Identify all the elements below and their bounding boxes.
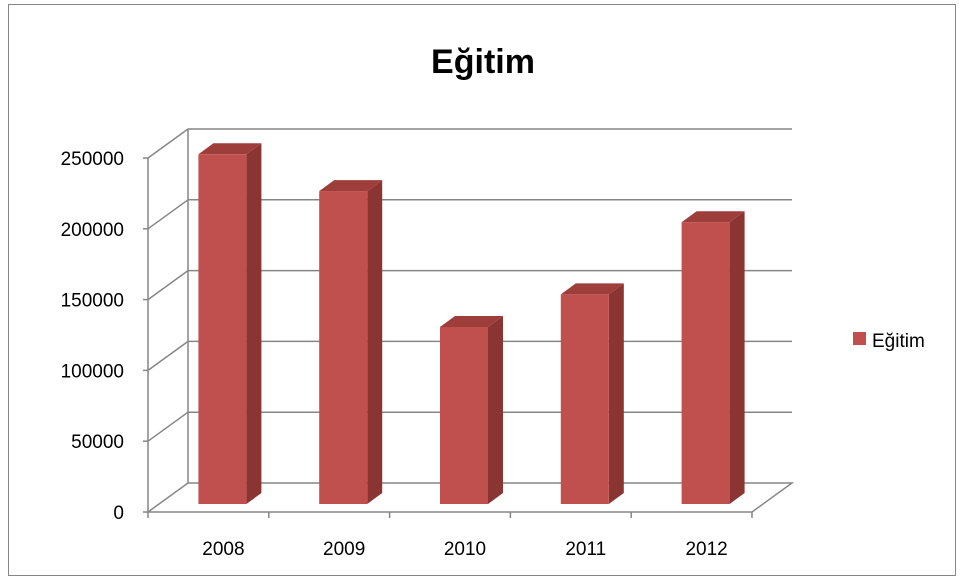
bar <box>440 327 488 504</box>
bar-top <box>440 316 503 327</box>
x-tick-label: 2011 <box>565 539 606 560</box>
x-tick-label: 2012 <box>685 539 727 560</box>
floor <box>145 482 795 513</box>
bar-side <box>488 316 503 504</box>
x-tick-label: 2010 <box>444 539 486 560</box>
gridline-wall <box>147 128 189 159</box>
bar-top <box>319 180 383 192</box>
bar <box>319 191 368 504</box>
bar <box>681 222 730 504</box>
y-tick-label: 50000 <box>71 432 124 453</box>
chart-title: Eğitim <box>431 43 535 81</box>
x-tick-label: 2009 <box>323 539 365 560</box>
x-tick-label: 2008 <box>202 539 244 560</box>
y-tick-label: 200000 <box>61 220 124 241</box>
gridline-wall <box>147 199 189 230</box>
legend-swatch <box>853 332 866 345</box>
bar-top <box>681 211 745 223</box>
bar <box>560 294 609 504</box>
gridline-wall <box>147 269 189 301</box>
bar-side <box>367 180 383 504</box>
bar-top <box>560 283 624 295</box>
y-tick-label: 100000 <box>61 361 124 382</box>
bar-top <box>198 143 262 155</box>
bar <box>198 154 247 505</box>
legend-label: Eğitim <box>872 331 925 352</box>
bar-side <box>246 143 262 505</box>
gridline-wall <box>147 411 189 442</box>
bar-side <box>729 211 745 504</box>
y-tick-label: 0 <box>113 503 124 524</box>
y-tick-label: 250000 <box>61 149 124 170</box>
bar-side <box>608 283 624 504</box>
bars <box>198 143 745 505</box>
legend: Eğitim <box>853 331 925 352</box>
gridline-wall <box>147 340 189 372</box>
y-tick-label: 150000 <box>61 291 124 312</box>
axes: 0 50000 100000 150000 200000 250000 2008 2009 20… <box>61 129 795 560</box>
